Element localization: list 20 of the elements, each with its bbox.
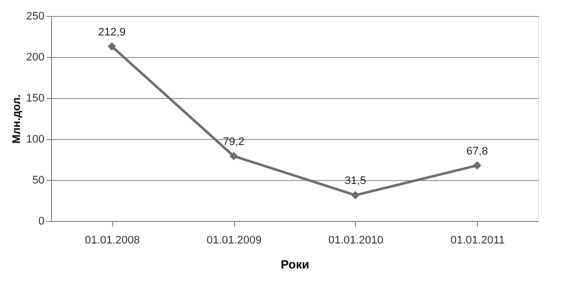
y-tick-label: 100	[26, 134, 44, 146]
y-tick-label: 150	[26, 92, 44, 104]
point	[472, 161, 482, 170]
data-label: 31,5	[344, 175, 366, 188]
y-tick-label: 250	[26, 10, 44, 22]
data-label: 212,9	[98, 26, 126, 38]
y-tick-label: 0	[38, 216, 44, 228]
x-tick-label: 01.01.2009	[206, 234, 262, 246]
point	[108, 42, 116, 51]
y-tick-label: 50	[32, 174, 44, 186]
x-axis-title: Роки	[280, 258, 310, 272]
x-tick-label: 01.01.2010	[328, 234, 384, 246]
y-tick-label: 200	[26, 52, 44, 64]
point	[351, 190, 360, 200]
x-tick-label: 01.01.2008	[84, 234, 140, 246]
data-label: 67,8	[466, 145, 488, 158]
y-axis-title: Млн.дол.	[11, 94, 24, 144]
data-label: 79,2	[222, 136, 244, 148]
point	[229, 152, 238, 160]
x-tick-label: 01.01.2011	[450, 234, 505, 246]
